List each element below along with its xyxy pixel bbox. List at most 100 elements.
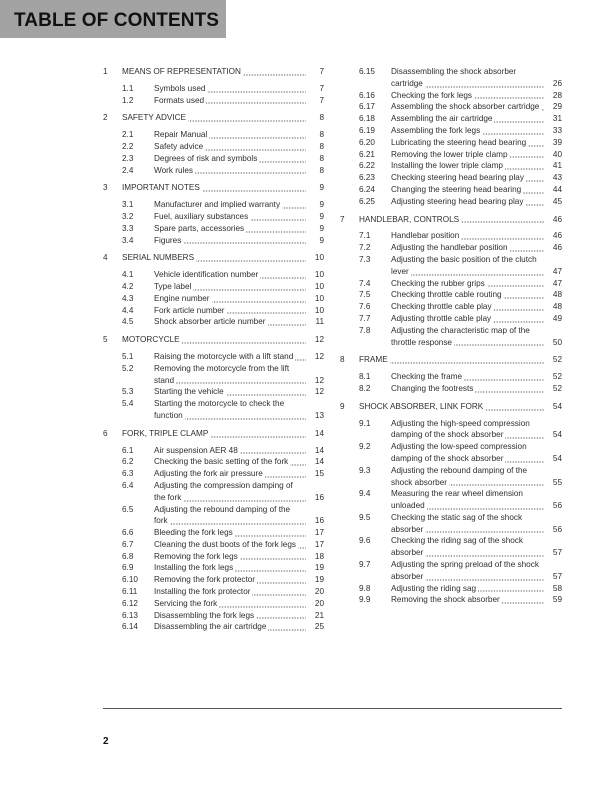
toc-subsection-entry[interactable]: 6.2 Checking the basic setting of the for… [103, 456, 324, 469]
dot-leader: Checking the frame [391, 371, 544, 383]
dot-leader: Removing the lower triple clamp [391, 149, 544, 161]
entry-title: Checking throttle cable play [391, 302, 494, 312]
dot-leader: Adjusting the compression damping of the… [154, 480, 306, 504]
entry-number: 6.20 [359, 137, 375, 147]
toc-subsection-entry[interactable]: 2.4 Work rules 8 [103, 164, 324, 177]
dot-leader: Adjusting steering head bearing play [391, 196, 544, 208]
toc-section-entry[interactable]: 7 HANDLEBAR, CONTROLS 46 [340, 213, 562, 226]
toc-subsection-entry[interactable]: 9.2 Adjusting the low-speed compression d… [340, 441, 562, 465]
toc-subsection-entry[interactable]: 9.6 Checking the riding sag of the shock … [340, 535, 562, 560]
toc-subsection-entry[interactable]: 6.17 Assembling the shock absorber cartri… [340, 101, 562, 114]
dot-leader: Formats used [154, 95, 306, 107]
toc-section-entry[interactable]: 2 SAFETY ADVICE 8 [103, 112, 324, 125]
toc-subsection-entry[interactable]: 6.7 Cleaning the dust boots of the fork l… [103, 538, 324, 551]
toc-subsection-entry[interactable]: 5.3 Starting the vehicle 12 [103, 386, 324, 399]
entry-number: 6.5 [122, 504, 134, 514]
toc-subsection-entry[interactable]: 3.1 Manufacturer and implied warranty 9 [103, 199, 324, 211]
entry-page: 59 [549, 594, 562, 607]
toc-subsection-entry[interactable]: 9.7 Adjusting the spring preload of the s… [340, 559, 562, 583]
toc-subsection-entry[interactable]: 6.3 Adjusting the fork air pressure 15 [103, 468, 324, 480]
entry-number: 6.13 [122, 610, 138, 620]
entry-page: 16 [311, 491, 324, 504]
toc-subsection-entry[interactable]: 7.4 Checking the rubber grips 47 [340, 277, 562, 290]
toc-subsection-entry[interactable]: 9.4 Measuring the rear wheel dimension un… [340, 488, 562, 512]
toc-subsection-entry[interactable]: 9.8 Adjusting the riding sag 58 [340, 582, 562, 595]
toc-subsection-entry[interactable]: 6.6 Bleeding the fork legs 17 [103, 527, 324, 539]
toc-subsection-entry[interactable]: 6.9 Installing the fork legs 19 [103, 562, 324, 575]
toc-section-entry[interactable]: 9 SHOCK ABSORBER, LINK FORK 54 [340, 400, 562, 413]
dot-leader: Assembling the fork legs [391, 125, 544, 137]
toc-subsection-entry[interactable]: 1.1 Symbols used 7 [103, 82, 324, 95]
toc-subsection-entry[interactable]: 8.2 Changing the footrests 52 [340, 382, 562, 395]
dot-leader: Removing the fork protector [154, 574, 306, 586]
toc-subsection-entry[interactable]: 4.3 Engine number 10 [103, 292, 324, 305]
entry-title: Adjusting the high-speed compression dam… [391, 418, 530, 440]
toc-subsection-entry[interactable]: 1.2 Formats used 7 [103, 94, 324, 107]
toc-subsection-entry[interactable]: 8.1 Checking the frame 52 [340, 371, 562, 383]
toc-subsection-entry[interactable]: 7.2 Adjusting the handlebar position 46 [340, 242, 562, 254]
entry-title: Starting the vehicle [154, 387, 226, 397]
toc-subsection-entry[interactable]: 5.2 Removing the motorcycle from the lift… [103, 363, 324, 387]
toc-subsection-entry[interactable]: 6.25 Adjusting steering head bearing play… [340, 195, 562, 208]
toc-subsection-entry[interactable]: 6.23 Checking steering head bearing play 4… [340, 172, 562, 184]
toc-section-entry[interactable]: 1 MEANS OF REPRESENTATION 7 [103, 66, 324, 78]
toc-subsection-entry[interactable]: 3.2 Fuel, auxiliary substances 9 [103, 210, 324, 223]
toc-subsection-entry[interactable]: 4.1 Vehicle identification number 10 [103, 269, 324, 281]
toc-subsection-entry[interactable]: 6.24 Changing the steering head bearing 44 [340, 183, 562, 196]
toc-subsection-entry[interactable]: 6.10 Removing the fork protector 19 [103, 574, 324, 587]
toc-subsection-entry[interactable]: 7.5 Checking throttle cable routing 48 [340, 289, 562, 302]
toc-section-entry[interactable]: 3 IMPORTANT NOTES 9 [103, 182, 324, 195]
entry-number: 7.7 [359, 313, 371, 323]
toc-subsection-entry[interactable]: 6.15 Disassembling the shock absorber car… [340, 66, 562, 90]
toc-subsection-entry[interactable]: 9.5 Checking the static sag of the shock … [340, 512, 562, 536]
toc-subsection-entry[interactable]: 7.3 Adjusting the basic position of the c… [340, 254, 562, 278]
toc-subsection-entry[interactable]: 6.16 Checking the fork legs 28 [340, 89, 562, 102]
toc-section-entry[interactable]: 5 MOTORCYCLE 12 [103, 334, 324, 346]
toc-subsection-entry[interactable]: 6.21 Removing the lower triple clamp 40 [340, 148, 562, 161]
toc-subsection-entry[interactable]: 6.19 Assembling the fork legs 33 [340, 124, 562, 137]
toc-section-entry[interactable]: 6 FORK, TRIPLE CLAMP 14 [103, 427, 324, 440]
toc-subsection-entry[interactable]: 9.9 Removing the shock absorber 59 [340, 594, 562, 607]
entry-number: 6.11 [122, 587, 138, 597]
toc-subsection-entry[interactable]: 9.3 Adjusting the rebound damping of the … [340, 465, 562, 489]
toc-subsection-entry[interactable]: 2.3 Degrees of risk and symbols 8 [103, 152, 324, 165]
toc-subsection-entry[interactable]: 9.1 Adjusting the high-speed compression … [340, 418, 562, 442]
toc-subsection-entry[interactable]: 7.1 Handlebar position 46 [340, 230, 562, 243]
toc-subsection-entry[interactable]: 4.5 Shock absorber article number 11 [103, 316, 324, 329]
entry-number: 5 [103, 335, 108, 345]
entry-page: 16 [311, 515, 324, 528]
toc-subsection-entry[interactable]: 6.22 Installing the lower triple clamp 41 [340, 160, 562, 173]
toc-subsection-entry[interactable]: 5.4 Starting the motorcycle to check the … [103, 398, 324, 422]
toc-section-entry[interactable]: 8 FRAME 52 [340, 354, 562, 367]
toc-subsection-entry[interactable]: 4.4 Fork article number 10 [103, 304, 324, 317]
toc-subsection-entry[interactable]: 6.4 Adjusting the compression damping of … [103, 480, 324, 504]
entry-title: Changing the footrests [391, 383, 476, 393]
entry-title: Formats used [154, 95, 207, 105]
toc-subsection-entry[interactable]: 6.20 Lubricating the steering head bearin… [340, 136, 562, 149]
entry-title: Figures [154, 235, 184, 245]
toc-subsection-entry[interactable]: 3.4 Figures 9 [103, 234, 324, 247]
toc-subsection-entry[interactable]: 2.2 Safety advice 8 [103, 140, 324, 153]
toc-subsection-entry[interactable]: 7.6 Checking throttle cable play 48 [340, 301, 562, 313]
dot-leader: SHOCK ABSORBER, LINK FORK [359, 401, 544, 413]
toc-subsection-entry[interactable]: 5.1 Raising the motorcycle with a lift st… [103, 350, 324, 363]
toc-subsection-entry[interactable]: 6.18 Assembling the air cartridge 31 [340, 113, 562, 125]
toc-subsection-entry[interactable]: 6.5 Adjusting the rebound damping of the … [103, 504, 324, 528]
toc-section-entry[interactable]: 4 SERIAL NUMBERS 10 [103, 252, 324, 265]
toc-subsection-entry[interactable]: 6.12 Servicing the fork 20 [103, 597, 324, 610]
toc-subsection-entry[interactable]: 7.7 Adjusting throttle cable play 49 [340, 312, 562, 325]
entry-page: 49 [549, 312, 562, 325]
dot-leader: Spare parts, accessories [154, 223, 306, 235]
toc-subsection-entry[interactable]: 3.3 Spare parts, accessories 9 [103, 222, 324, 235]
toc-subsection-entry[interactable]: 7.8 Adjusting the characteristic map of t… [340, 325, 562, 349]
entry-title: Type label [154, 281, 194, 291]
toc-subsection-entry[interactable]: 6.8 Removing the fork legs 18 [103, 550, 324, 563]
entry-page: 18 [311, 550, 324, 563]
toc-subsection-entry[interactable]: 6.11 Installing the fork protector 20 [103, 586, 324, 598]
toc-subsection-entry[interactable]: 4.2 Type label 10 [103, 280, 324, 293]
entry-page: 52 [549, 382, 562, 395]
toc-subsection-entry[interactable]: 6.14 Disassembling the air cartridge 25 [103, 621, 324, 634]
toc-subsection-entry[interactable]: 2.1 Repair Manual 8 [103, 129, 324, 141]
toc-subsection-entry[interactable]: 6.13 Disassembling the fork legs 21 [103, 609, 324, 622]
toc-subsection-entry[interactable]: 6.1 Air suspension AER 48 14 [103, 444, 324, 457]
